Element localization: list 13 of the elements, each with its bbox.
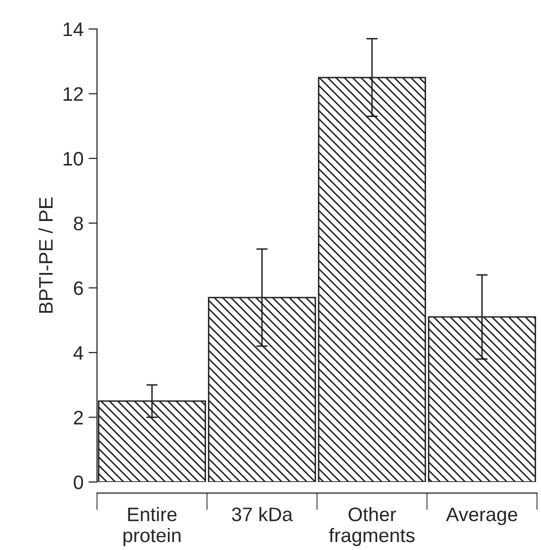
y-tick-label: 14 [64,22,84,36]
x-tick-label: 37 kDa [232,507,293,522]
x-tick-label: Entire protein [124,507,180,546]
y-tick-label: 6 [74,281,83,296]
y-tick-label: 8 [74,216,83,230]
x-tick-label: Average [446,508,518,526]
y-tick-label: 0 [74,475,84,490]
y-tick-label: 2 [74,410,83,424]
y-tick-label: 10 [64,152,84,166]
y-tick-label: 12 [64,87,83,101]
x-tick-label: Other fragments [329,507,415,546]
y-axis-title: BPTI-PE / PE [38,197,53,313]
y-tick-label: 4 [73,346,84,360]
